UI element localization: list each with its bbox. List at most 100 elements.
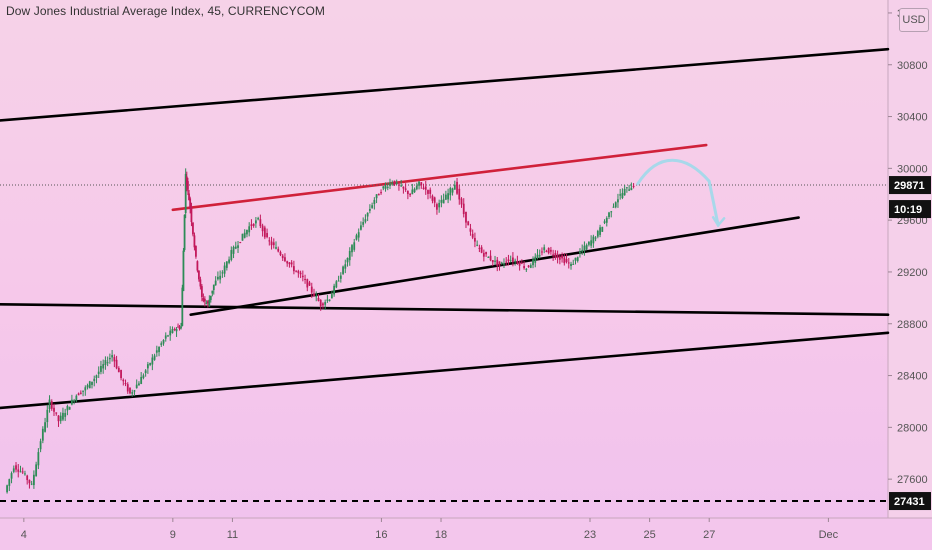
candle-body xyxy=(259,219,262,227)
y-tick-label: 30000 xyxy=(897,163,928,175)
candle-body xyxy=(301,275,304,278)
candle-body xyxy=(574,257,577,261)
candle-body xyxy=(550,249,552,252)
countdown-badge-text: 10:19 xyxy=(894,204,922,216)
candle-body xyxy=(185,176,188,186)
candle-body xyxy=(326,299,329,301)
candle-body xyxy=(270,241,273,246)
candle-body xyxy=(552,254,555,256)
candle-body xyxy=(66,406,69,411)
candle-body xyxy=(275,247,277,249)
candle-body xyxy=(534,256,537,263)
candle-body xyxy=(292,266,295,272)
candle-body xyxy=(351,245,353,253)
candle-body xyxy=(496,259,499,266)
chart-title: Dow Jones Industrial Average Index, 45, … xyxy=(6,4,326,18)
candle-body xyxy=(420,182,423,186)
candle-body xyxy=(196,261,199,271)
currency-label[interactable]: USD xyxy=(899,8,929,32)
candle-body xyxy=(41,428,44,441)
candle-body xyxy=(532,259,534,266)
x-tick-label: 23 xyxy=(584,529,596,541)
candle-body xyxy=(563,257,566,264)
candle-body xyxy=(117,368,120,373)
candle-body xyxy=(86,385,89,388)
candle-body xyxy=(28,479,31,484)
candle-body xyxy=(505,261,508,263)
candle-body xyxy=(217,276,219,280)
candle-body xyxy=(538,255,541,257)
last-price-badge: 29871 xyxy=(889,176,931,195)
candle-body xyxy=(319,299,322,307)
price-axis-panel[interactable] xyxy=(888,0,932,520)
drawing-lines[interactable] xyxy=(0,47,890,503)
candle-body xyxy=(223,265,226,274)
low-level-badge-box xyxy=(889,492,931,511)
candle-body xyxy=(106,362,109,364)
upper-channel-line[interactable] xyxy=(0,47,890,122)
candle-body xyxy=(516,260,519,264)
lower-channel-line[interactable] xyxy=(0,331,890,410)
candle-body xyxy=(120,369,122,379)
time-axis-panel[interactable] xyxy=(0,518,932,550)
candle-body xyxy=(239,242,242,244)
last-price-badge-text: 29871 xyxy=(894,180,925,192)
candle-body xyxy=(377,194,380,196)
red-resistance-line[interactable] xyxy=(171,143,708,212)
horizontal-support-line[interactable] xyxy=(0,303,890,316)
candle-body xyxy=(406,190,409,195)
candle-body xyxy=(180,326,182,329)
candle-body xyxy=(507,259,510,262)
candle-body xyxy=(344,264,347,269)
projection-arrow[interactable] xyxy=(636,158,726,228)
x-tick-label: 25 xyxy=(643,529,655,541)
candle-body xyxy=(617,199,619,203)
candle-body xyxy=(503,263,505,265)
low-level-badge-text: 27431 xyxy=(894,496,925,508)
candle-body xyxy=(126,384,129,392)
candle-body xyxy=(364,219,367,222)
countdown-badge-box xyxy=(889,200,931,219)
candle-body xyxy=(444,194,447,200)
candle-body xyxy=(447,193,449,200)
candle-body xyxy=(599,227,601,235)
candle-body xyxy=(64,412,67,417)
candle-body xyxy=(382,186,385,189)
candle-body xyxy=(328,299,331,301)
candle-body xyxy=(151,357,154,365)
y-tick-label: 29200 xyxy=(897,267,928,279)
candle-body xyxy=(129,387,131,394)
candle-body xyxy=(171,328,174,334)
candle-body xyxy=(476,244,479,246)
candle-body xyxy=(167,335,169,337)
y-tick-label: 29600 xyxy=(897,215,928,227)
candle-body xyxy=(346,258,349,263)
y-tick-label: 27600 xyxy=(897,474,928,486)
candle-body xyxy=(17,469,20,472)
candle-body xyxy=(480,247,483,253)
candle-body xyxy=(209,295,212,300)
candle-body xyxy=(68,407,71,410)
candle-body xyxy=(19,471,22,473)
projection-curve[interactable] xyxy=(636,158,720,227)
candle-body xyxy=(88,381,91,389)
candle-body xyxy=(545,250,548,252)
candle-body xyxy=(632,185,635,187)
candle-body xyxy=(55,412,58,414)
candle-body xyxy=(70,399,73,405)
candle-body xyxy=(440,200,443,203)
candle-body xyxy=(576,257,579,261)
candle-body xyxy=(79,392,82,394)
candle-body xyxy=(393,180,396,185)
candle-body xyxy=(398,184,400,186)
candle-body xyxy=(144,370,147,374)
candle-body xyxy=(581,249,584,252)
candle-body xyxy=(433,197,436,203)
candle-body xyxy=(525,268,528,270)
candle-body xyxy=(570,263,572,267)
candle-body xyxy=(610,211,613,213)
candle-body xyxy=(214,280,217,286)
candle-body xyxy=(384,185,387,189)
inner-support-line[interactable] xyxy=(189,216,800,316)
